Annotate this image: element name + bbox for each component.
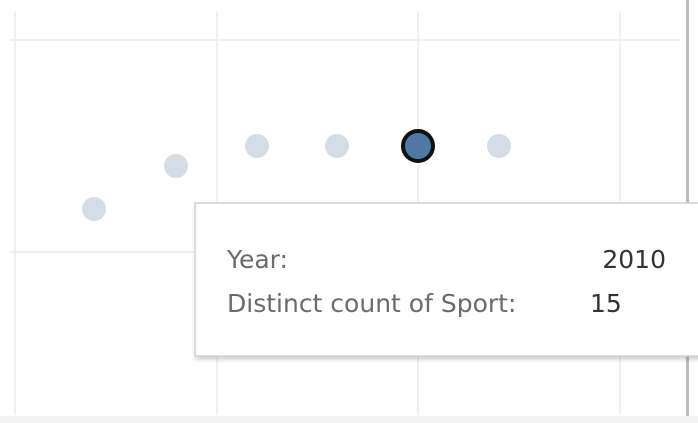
tooltip-value: 15: [590, 289, 622, 318]
tooltip-label: Year:: [226, 245, 288, 274]
tooltip-box: [194, 202, 698, 357]
bottom-bar: [0, 416, 698, 423]
dot[interactable]: [487, 134, 511, 158]
dot[interactable]: [325, 134, 349, 158]
selected-dot[interactable]: [401, 129, 435, 163]
tooltip: Year: 2010 Distinct count of Sport: 15: [194, 202, 698, 357]
dots: [82, 134, 511, 221]
tooltip-label: Distinct count of Sport:: [227, 289, 516, 318]
dot[interactable]: [164, 154, 188, 178]
tooltip-value: 2010: [602, 245, 666, 274]
dot[interactable]: [245, 134, 269, 158]
dot[interactable]: [82, 197, 106, 221]
